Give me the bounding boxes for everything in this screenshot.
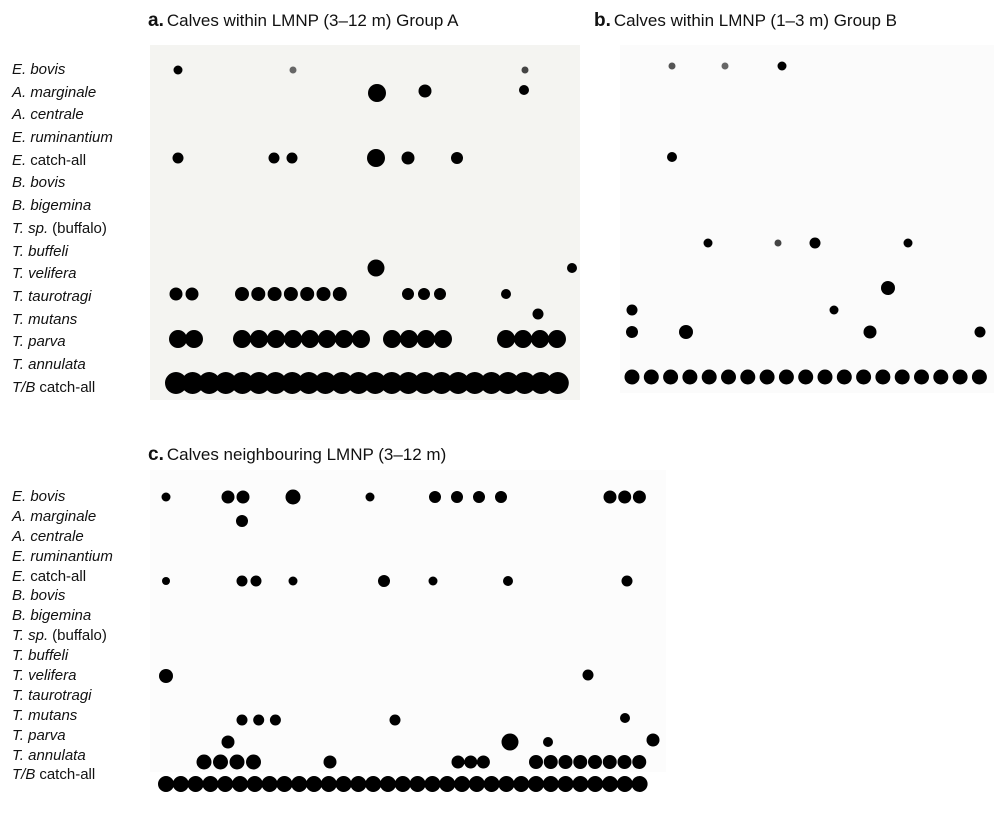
row-label: E.catch-all (12, 150, 113, 173)
species-suffix: catch-all (30, 568, 86, 585)
row-labels: E. bovis A. marginale A. centrale E. rumina… (12, 59, 113, 399)
row-label: T. parva (12, 331, 113, 354)
species-name: T. buffeli (12, 243, 68, 260)
row-label: T. annulata (12, 746, 113, 766)
species-name: T. sp. (12, 220, 48, 237)
species-suffix: catch-all (39, 766, 95, 783)
species-suffix: (buffalo) (52, 220, 107, 237)
row-label: T. annulata (12, 354, 113, 377)
species-name: T. velifera (12, 265, 76, 282)
species-suffix: catch-all (30, 152, 86, 169)
species-name: E. bovis (12, 61, 65, 78)
species-suffix: (buffalo) (52, 627, 107, 644)
row-label: T. velifera (12, 263, 113, 286)
panel-title: b.Calves within LMNP (1–3 m) Group B (594, 10, 897, 32)
species-name: E. ruminantium (12, 129, 113, 146)
species-name: T. parva (12, 727, 66, 744)
species-name: T/B (12, 766, 35, 783)
row-labels: E. bovis A. marginale A. centrale E. rumina… (12, 487, 113, 785)
row-label: E.catch-all (12, 567, 113, 587)
species-name: B. bigemina (12, 197, 91, 214)
species-name: A. marginale (12, 508, 96, 525)
row-label: E. bovis (12, 487, 113, 507)
species-name: E. ruminantium (12, 548, 113, 565)
species-name: A. centrale (12, 528, 84, 545)
row-label: E. ruminantium (12, 127, 113, 150)
species-name: T. sp. (12, 627, 48, 644)
row-label: T. mutans (12, 706, 113, 726)
row-label: B. bovis (12, 586, 113, 606)
row-label: A. marginale (12, 507, 113, 527)
species-name: E. bovis (12, 488, 65, 505)
species-name: T. buffeli (12, 647, 68, 664)
species-name: E. (12, 568, 26, 585)
blot-b (620, 45, 994, 393)
row-label: T. sp.(buffalo) (12, 218, 113, 241)
row-label: T. buffeli (12, 646, 113, 666)
species-name: T. parva (12, 333, 66, 350)
species-name: T. taurotragi (12, 687, 92, 704)
row-label: T. taurotragi (12, 286, 113, 309)
species-name: E. (12, 152, 26, 169)
row-label: B. bigemina (12, 195, 113, 218)
row-label: T. buffeli (12, 241, 113, 264)
blots (0, 0, 1000, 826)
row-label: A. marginale (12, 82, 113, 105)
species-name: T/B (12, 379, 35, 396)
species-name: A. centrale (12, 106, 84, 123)
panel-title: c.Calves neighbouring LMNP (3–12 m) (148, 444, 446, 466)
row-label: T. parva (12, 726, 113, 746)
species-name: T. taurotragi (12, 288, 92, 305)
species-name: T. annulata (12, 747, 86, 764)
species-name: T. annulata (12, 356, 86, 373)
row-label: T. taurotragi (12, 686, 113, 706)
row-label: E. ruminantium (12, 547, 113, 567)
species-name: T. velifera (12, 667, 76, 684)
species-name: T. mutans (12, 311, 77, 328)
figure: a.Calves within LMNP (3–12 m) Group A b.… (0, 0, 1000, 826)
row-label: T. mutans (12, 309, 113, 332)
blot-c (150, 470, 666, 772)
row-label: T. velifera (12, 666, 113, 686)
row-label: B. bovis (12, 172, 113, 195)
row-label: B. bigemina (12, 606, 113, 626)
species-name: B. bovis (12, 174, 65, 191)
row-label: A. centrale (12, 104, 113, 127)
row-label: E. bovis (12, 59, 113, 82)
species-name: T. mutans (12, 707, 77, 724)
row-label: T. sp.(buffalo) (12, 626, 113, 646)
species-name: A. marginale (12, 84, 96, 101)
row-label: A. centrale (12, 527, 113, 547)
panel-title: a.Calves within LMNP (3–12 m) Group A (148, 10, 459, 32)
species-name: B. bigemina (12, 607, 91, 624)
species-name: B. bovis (12, 587, 65, 604)
species-suffix: catch-all (39, 379, 95, 396)
